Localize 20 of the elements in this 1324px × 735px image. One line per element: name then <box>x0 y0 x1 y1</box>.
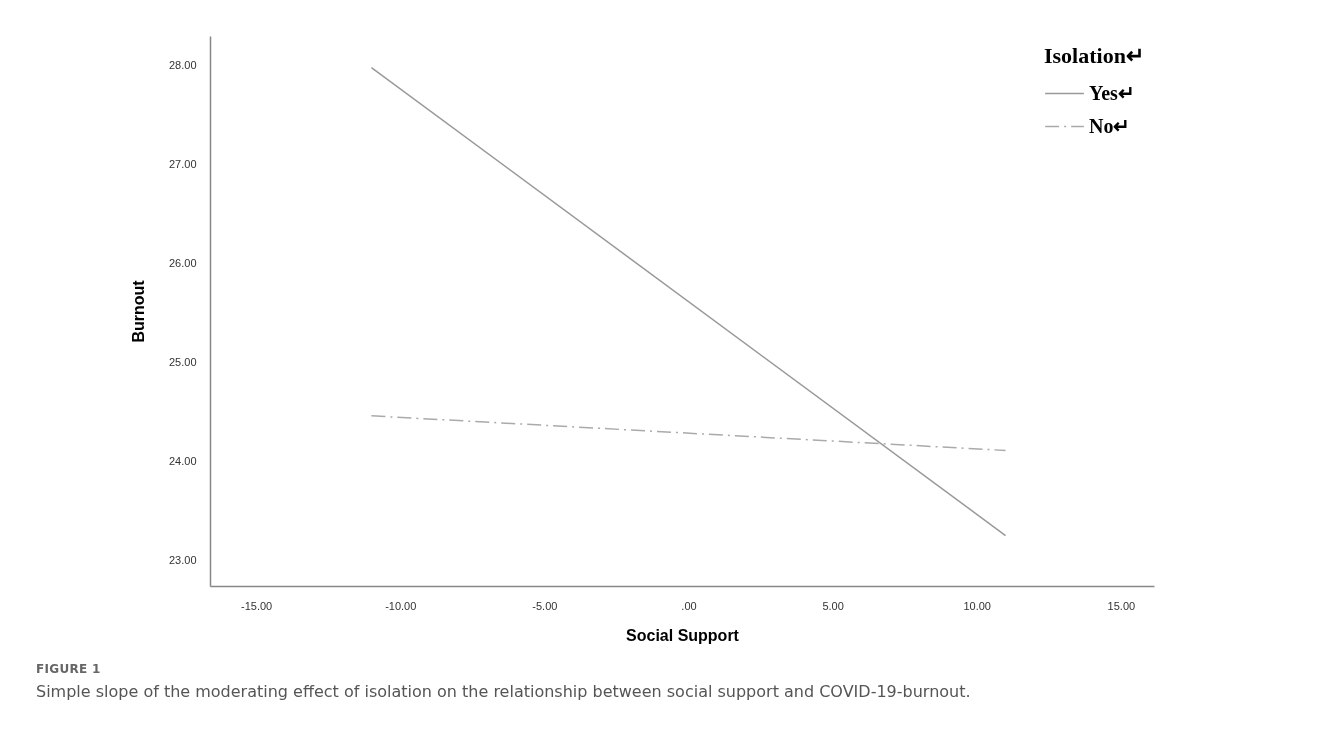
legend-title: Isolation↵ <box>1044 43 1144 68</box>
y-tick-label: 28.00 <box>168 59 197 72</box>
y-tick-label: 24.00 <box>168 454 197 467</box>
y-tick-label: 27.00 <box>168 158 197 171</box>
y-axis-title: Burnout <box>129 279 147 343</box>
x-tick-label: 5.00 <box>822 599 844 612</box>
x-tick-label: -5.00 <box>532 599 558 612</box>
x-axis-title: Social Support <box>626 626 740 644</box>
y-tick-label: 25.00 <box>168 355 197 368</box>
legend-label: Yes↵ <box>1089 81 1135 104</box>
x-tick-label: 10.00 <box>963 599 991 612</box>
y-tick-label: 23.00 <box>168 553 197 566</box>
text: Simple slope of the moderating effect of isolation on the relationship between social support and COVID-19-burnout. <box>36 682 971 701</box>
x-tick-label: 15.00 <box>1107 599 1136 612</box>
legend-label: No↵ <box>1089 114 1131 137</box>
x-tick-label: .00 <box>681 599 697 612</box>
x-tick-label: -10.00 <box>385 599 417 612</box>
x-tick-label: -15.00 <box>241 599 273 612</box>
caption: FIGURE 1 <box>36 662 102 676</box>
y-tick-label: 26.00 <box>168 257 197 270</box>
